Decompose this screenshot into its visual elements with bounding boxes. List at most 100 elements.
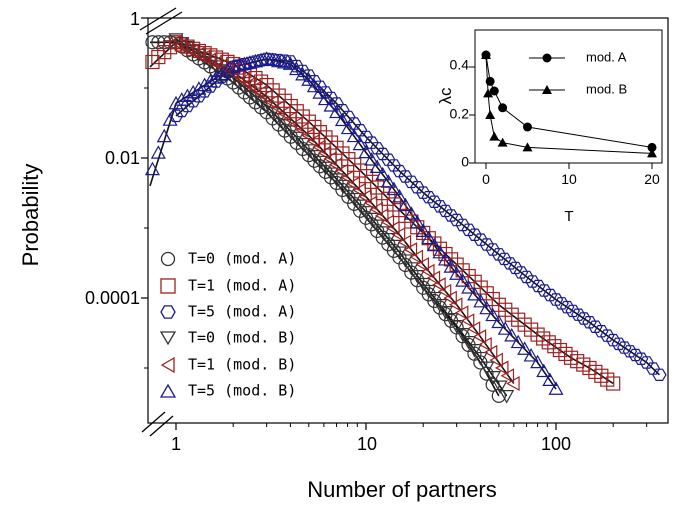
inset-y-tick-label-0.2: 0.2 [450, 106, 470, 122]
inset-chart: 0 0.2 0.4 0 10 20 T λc mod. A mod. B [436, 26, 664, 225]
data-point-triangle-down [380, 233, 396, 247]
data-point-hexagon [560, 300, 575, 314]
data-point-hexagon [335, 103, 350, 117]
data-point-hexagon [485, 243, 500, 256]
data-point-triangle-left [426, 270, 441, 286]
data-point-triangle-up [191, 81, 207, 95]
data-point-triangle-down [386, 239, 402, 254]
data-point-circle [151, 35, 166, 50]
data-point-hexagon [571, 308, 586, 321]
data-point-triangle-down [397, 254, 413, 268]
data-point-triangle-down [403, 262, 419, 276]
data-point-triangle-left [472, 329, 487, 345]
data-point-triangle-down [455, 328, 471, 342]
data-point-hexagon [467, 228, 482, 241]
data-point-triangle-up [301, 72, 317, 86]
data-point-triangle-up [174, 92, 190, 106]
data-point-triangle-up [282, 56, 298, 70]
legend-item-t0-mod-a: T=0 (mod. A) [160, 250, 296, 268]
data-point-square [536, 331, 551, 346]
legend-marker-triangle-left [160, 356, 175, 374]
data-point-triangle-up [202, 73, 218, 88]
data-point-hexagon [525, 275, 540, 288]
data-point-hexagon [168, 109, 184, 123]
data-point-square [364, 174, 379, 189]
data-point-triangle-up [295, 66, 311, 81]
data-point-circle [323, 170, 339, 185]
data-point-hexagon [443, 209, 459, 222]
data-point-triangle-up [523, 348, 539, 362]
data-point-triangle-down [415, 277, 431, 292]
data-point-triangle-down [369, 219, 385, 234]
data-point-hexagon [438, 204, 453, 218]
data-point-triangle-left [301, 127, 315, 143]
data-point-triangle-down [329, 173, 345, 187]
data-point-triangle-up [236, 56, 252, 71]
data-point-triangle-up [162, 112, 178, 126]
data-point-triangle-up [467, 286, 483, 301]
data-point-triangle-up [289, 61, 305, 76]
data-point-hexagon [449, 213, 464, 227]
data-point-circle [318, 164, 333, 179]
data-point-triangle-up [231, 57, 247, 72]
inset-ticks [469, 66, 653, 169]
data-point-triangle-up [497, 321, 513, 335]
data-point-triangle-up [369, 159, 385, 174]
data-point-triangle-up [214, 66, 230, 81]
data-point-triangle-down [426, 291, 442, 306]
data-point-triangle-up [185, 84, 201, 99]
legend-marker-hexagon [160, 305, 176, 319]
data-point-hexagon [375, 147, 390, 161]
legend-marker-square [160, 278, 176, 294]
data-point-triangle-up [517, 341, 533, 355]
data-point-triangle-up [306, 78, 322, 93]
data-point-triangle-up [197, 77, 213, 92]
data-point-circle [242, 90, 258, 105]
inset-point-triangle [483, 88, 494, 98]
data-point-hexagon [565, 304, 580, 318]
data-point-triangle-up [358, 144, 374, 159]
data-point-triangle-down [340, 186, 356, 200]
data-point-circle [485, 377, 500, 392]
data-point-triangle-left [506, 376, 520, 392]
data-point-hexagon [392, 164, 407, 178]
data-point-triangle-up [536, 363, 552, 378]
data-point-triangle-up [426, 237, 442, 252]
legend-marker-triangle-up [159, 383, 177, 398]
data-point-hexagon [582, 316, 597, 329]
data-point-hexagon [358, 130, 374, 144]
legend-label-t0-mod-a: T=0 (mod. A) [188, 250, 296, 268]
data-point-triangle-left [289, 116, 303, 132]
legend-label-t5-mod-a: T=5 (mod. A) [188, 303, 296, 321]
inset-point-triangle [489, 131, 500, 141]
data-point-triangle-left [369, 201, 383, 217]
data-point-triangle-up [323, 98, 339, 112]
data-point-hexagon [364, 136, 379, 149]
inset-legend-label-mod-a: mod. A [586, 49, 627, 64]
data-point-hexagon [519, 270, 534, 284]
y-tick-label-0.0001: 0.0001 [85, 288, 140, 308]
data-point-triangle-left [328, 157, 343, 173]
data-point-triangle-up [364, 152, 380, 166]
data-point-triangle-up [485, 307, 501, 322]
data-point-hexagon [576, 312, 592, 325]
data-point-triangle-left [421, 263, 435, 279]
data-point-triangle-left [247, 80, 262, 96]
data-point-triangle-left [391, 227, 406, 243]
legend-marker-circle [160, 251, 176, 267]
data-point-triangle-up [461, 280, 477, 294]
data-point-square [558, 346, 573, 362]
data-point-triangle-up [443, 259, 459, 273]
inset-x-axis-label: T [564, 208, 573, 225]
data-point-triangle-up [397, 197, 413, 212]
main-data-points [144, 33, 667, 404]
data-point-hexagon [479, 238, 494, 251]
data-point-triangle-up [403, 206, 419, 220]
data-point-triangle-left [403, 242, 418, 258]
data-point-triangle-down [492, 380, 508, 395]
data-point-hexagon [404, 175, 419, 189]
data-point-triangle-left [295, 122, 309, 138]
data-point-triangle-left [363, 195, 378, 211]
data-point-triangle-up [312, 85, 328, 99]
inset-point-circle [498, 103, 508, 113]
